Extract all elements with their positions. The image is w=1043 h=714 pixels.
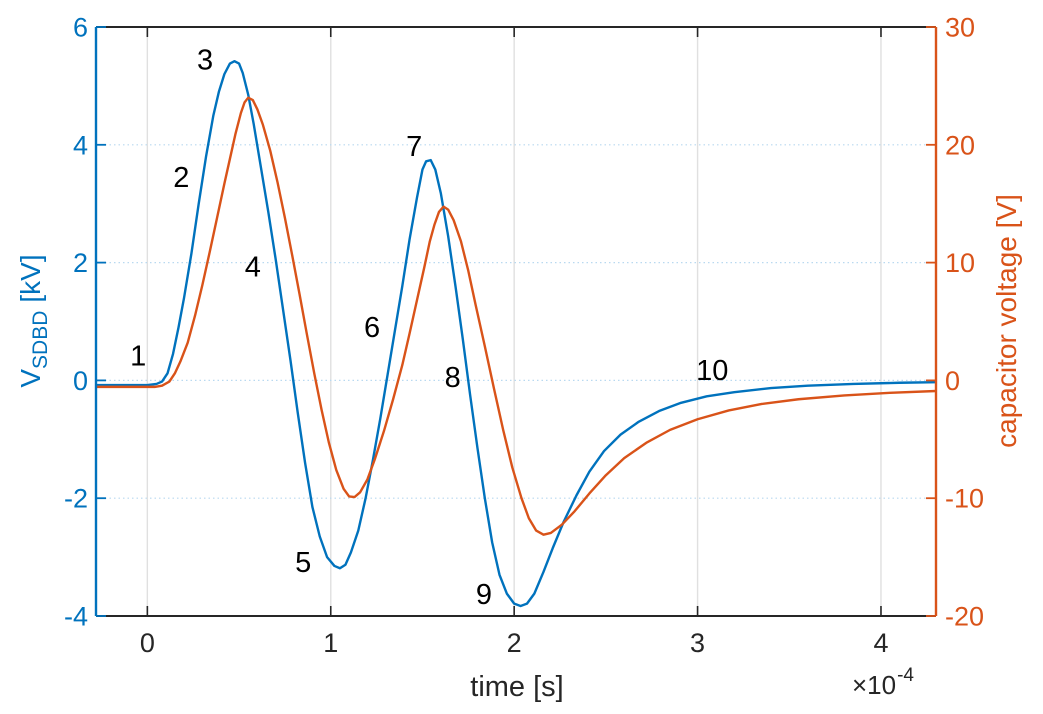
x-tick-label: 2 xyxy=(507,628,522,658)
x-tick-label: 4 xyxy=(873,628,888,658)
vertical-gridlines xyxy=(146,27,882,616)
y-tick-label-left: -2 xyxy=(64,484,88,514)
axes-spines xyxy=(94,26,938,617)
x-axis-exponent-base: ×10 xyxy=(852,670,896,700)
x-axis-exponent-power: -4 xyxy=(897,665,914,686)
y-tick-label-left: 2 xyxy=(73,248,88,278)
curve-capacitor-voltage xyxy=(96,96,936,536)
x-axis-title: time [s] xyxy=(470,671,563,703)
curve-v-sdbd xyxy=(96,59,936,608)
annotation-label: 1 xyxy=(130,341,146,373)
annotation-label: 2 xyxy=(173,162,189,194)
y-tick-label-left: 0 xyxy=(73,366,88,396)
y-tick-label-right: 30 xyxy=(945,13,975,43)
curves xyxy=(96,59,936,608)
annotation-label: 7 xyxy=(406,131,422,163)
y-tick-label-right: -10 xyxy=(945,484,984,514)
left-y-axis-title: VSDBD [kV] xyxy=(15,254,52,387)
left-tick-labels: -4 -2 0 2 4 6 xyxy=(64,13,88,632)
x-tick-labels: 0 1 2 3 4 xyxy=(140,628,889,658)
x-tick-label: 3 xyxy=(690,628,705,658)
annotation-label: 9 xyxy=(476,579,492,611)
annotation-label: 3 xyxy=(197,44,213,76)
x-tick-label: 0 xyxy=(140,628,155,658)
annotation-label: 4 xyxy=(245,252,261,284)
curve-annotations: 1 2 3 4 5 6 7 8 9 10 xyxy=(130,44,728,611)
right-y-axis-title: capacitor voltage [V] xyxy=(991,194,1022,448)
right-tick-labels: -20 -10 0 10 20 30 xyxy=(945,13,984,632)
y-tick-label-right: 20 xyxy=(945,130,975,160)
annotation-label: 8 xyxy=(445,362,461,394)
horizontal-gridlines xyxy=(96,144,936,499)
left-y-axis-title-subscript: SDBD xyxy=(29,311,52,369)
left-y-axis-title-main: V xyxy=(15,369,46,388)
tick-marks xyxy=(96,26,936,617)
annotation-label: 5 xyxy=(295,547,311,579)
annotation-label: 6 xyxy=(364,312,380,344)
y-tick-label-left: 4 xyxy=(73,130,88,160)
y-tick-label-right: 10 xyxy=(945,248,975,278)
y-tick-label-right: -20 xyxy=(945,602,984,632)
y-tick-label-right: 0 xyxy=(945,366,960,396)
annotation-label: 10 xyxy=(696,355,728,387)
y-tick-label-left: 6 xyxy=(73,13,88,43)
x-axis-exponent: ×10-4 xyxy=(852,665,914,700)
x-tick-label: 1 xyxy=(323,628,338,658)
y-tick-label-left: -4 xyxy=(64,602,88,632)
left-y-axis-title-unit: [kV] xyxy=(15,254,46,302)
